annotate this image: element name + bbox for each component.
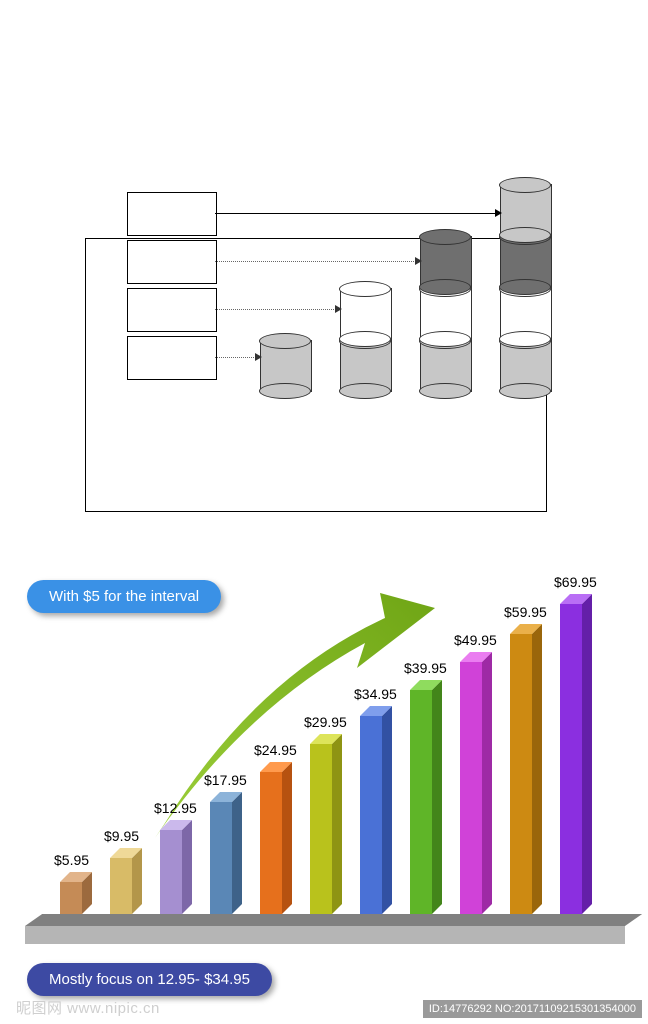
- solid-arrow: [215, 213, 496, 214]
- cylinder-segment: [420, 288, 470, 340]
- price-bar-label: $17.95: [204, 772, 247, 788]
- cylinder-diagram: [85, 180, 565, 520]
- cylinder-segment: [500, 288, 550, 340]
- price-bar-label: $34.95: [354, 686, 397, 702]
- cylinder-segment: [500, 236, 550, 288]
- arrow-head-icon: [255, 353, 262, 361]
- cylinder-segment: [260, 340, 310, 392]
- arrow-head-icon: [495, 209, 502, 217]
- legend-box-3: [127, 336, 217, 380]
- watermark-text: 昵图网 www.nipic.cn: [16, 997, 160, 1018]
- price-bar-label: $39.95: [404, 660, 447, 676]
- price-bar-label: $9.95: [104, 828, 139, 844]
- cylinder-segment: [500, 184, 550, 236]
- dotted-arrow: [215, 357, 256, 358]
- legend-box-0: [127, 192, 217, 236]
- price-bar-chart: With $5 for the interval $5.95$9.95$12.9…: [15, 560, 635, 1020]
- price-bar-label: $5.95: [54, 852, 89, 868]
- cylinder-segment: [340, 340, 390, 392]
- price-bar-label: $69.95: [554, 574, 597, 590]
- price-bar-label: $12.95: [154, 800, 197, 816]
- cylinder-segment: [340, 288, 390, 340]
- cylinder-segment: [500, 340, 550, 392]
- focus-pill-label: Mostly focus on 12.95- $34.95: [49, 971, 250, 988]
- legend-box-1: [127, 240, 217, 284]
- cylinder-segment: [420, 340, 470, 392]
- cylinder-segment: [420, 236, 470, 288]
- chart-platform: [25, 914, 625, 942]
- dotted-arrow: [215, 309, 336, 310]
- price-bar-label: $59.95: [504, 604, 547, 620]
- price-bar-label: $29.95: [304, 714, 347, 730]
- legend-box-2: [127, 288, 217, 332]
- focus-pill: Mostly focus on 12.95- $34.95: [27, 963, 272, 996]
- price-bar-label: $49.95: [454, 632, 497, 648]
- arrow-head-icon: [415, 257, 422, 265]
- price-bar-label: $24.95: [254, 742, 297, 758]
- image-id-strip: ID:14776292 NO:20171109215301354000: [423, 1000, 642, 1018]
- arrow-head-icon: [335, 305, 342, 313]
- dotted-arrow: [215, 261, 416, 262]
